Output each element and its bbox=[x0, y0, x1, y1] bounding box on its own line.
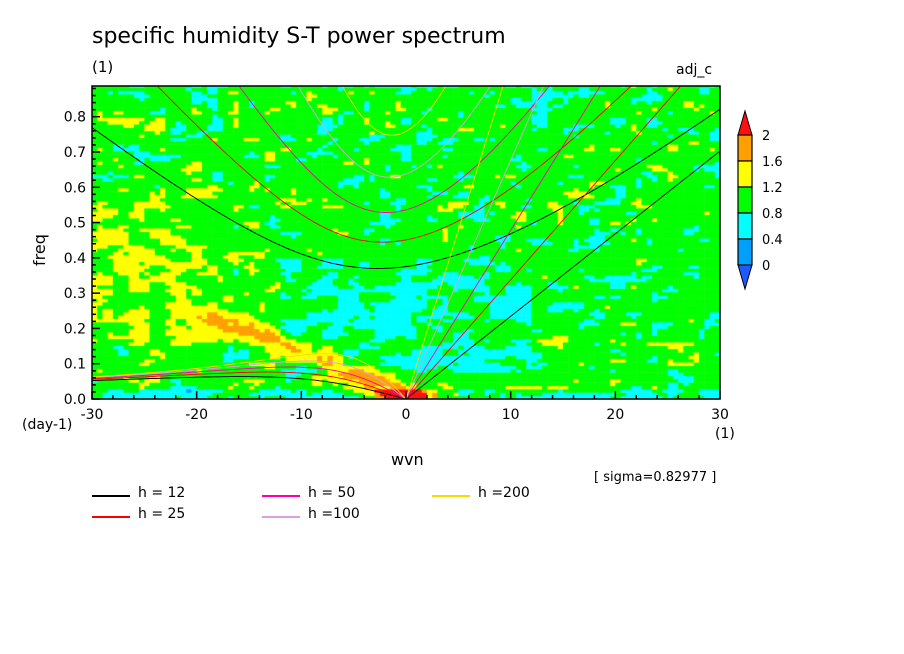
legend-line-h50 bbox=[262, 495, 300, 497]
y-axis-label: freq bbox=[30, 234, 49, 266]
y-tick-label: 0.3 bbox=[64, 286, 86, 302]
colorbar-label: 1.2 bbox=[762, 181, 783, 196]
x-tick-label: 10 bbox=[502, 407, 520, 423]
er-curve-h100 bbox=[92, 360, 407, 399]
colorbar-label: 0 bbox=[762, 259, 770, 274]
ig-curve-h12 bbox=[92, 108, 720, 269]
colorbar-label: 2 bbox=[762, 129, 770, 144]
ig-curve-h50 bbox=[238, 86, 550, 213]
y-tick-label: 0.7 bbox=[64, 145, 86, 161]
colorbar-max-triangle bbox=[737, 109, 753, 136]
ig-curve-h200 bbox=[341, 86, 447, 136]
colorbar-segment bbox=[737, 212, 753, 240]
kelvin-line-h25 bbox=[405, 86, 682, 399]
power-spectrum-field bbox=[92, 86, 720, 399]
kelvin-line-h12 bbox=[405, 150, 720, 399]
y-tick-label: 0.4 bbox=[64, 251, 86, 267]
colorbar-min-triangle bbox=[737, 264, 753, 291]
legend-label-h25: h = 25 bbox=[138, 506, 186, 522]
er-curve-h200 bbox=[92, 353, 407, 399]
kelvin-line-h100 bbox=[405, 86, 544, 399]
x-tick-label: -10 bbox=[290, 407, 313, 423]
colorbar-label: 0.8 bbox=[762, 207, 783, 222]
colorbar-label: 1.6 bbox=[762, 155, 783, 170]
x-tick-label: -20 bbox=[185, 407, 208, 423]
x-tick-label: -30 bbox=[81, 407, 104, 423]
chart-title: specific humidity S-T power spectrum bbox=[92, 24, 506, 49]
y-tick-label: 0.0 bbox=[64, 392, 86, 408]
chart-subtitle: (1) bbox=[92, 58, 114, 76]
y-tick-label: 0.8 bbox=[64, 110, 86, 126]
legend-label-h200: h =200 bbox=[478, 485, 530, 501]
legend-line-h25 bbox=[92, 516, 130, 518]
experiment-label: adj_c bbox=[676, 62, 713, 78]
x-axis-label: wvn bbox=[391, 450, 424, 469]
legend-line-h100 bbox=[262, 516, 300, 518]
kelvin-line-h200 bbox=[405, 86, 504, 399]
colorbar-segment bbox=[737, 186, 753, 214]
legend-line-h12 bbox=[92, 495, 130, 497]
ig-curve-h25 bbox=[156, 86, 632, 243]
kelvin-line-h50 bbox=[405, 86, 601, 399]
y-tick-label: 0.1 bbox=[64, 357, 86, 373]
dispersion-curves bbox=[92, 86, 720, 399]
legend-label-h100: h =100 bbox=[308, 506, 360, 522]
sigma-text: [ sigma=0.82977 ] bbox=[594, 470, 717, 485]
legend-line-h200 bbox=[432, 495, 470, 497]
er-curve-h12 bbox=[92, 376, 407, 399]
colorbar-segment bbox=[737, 134, 753, 162]
er-curve-h50 bbox=[92, 366, 407, 399]
x-axis-units: (1) bbox=[715, 426, 735, 442]
colorbar-segment bbox=[737, 238, 753, 266]
y-tick-label: 0.6 bbox=[64, 180, 86, 196]
plot-frame bbox=[91, 85, 721, 400]
y-axis-units: (day-1) bbox=[22, 417, 73, 433]
x-tick-label: 0 bbox=[402, 407, 411, 423]
legend-label-h12: h = 12 bbox=[138, 485, 186, 501]
y-tick-label: 0.5 bbox=[64, 216, 86, 232]
colorbar-segment bbox=[737, 160, 753, 188]
ig-curve-h100 bbox=[297, 86, 491, 178]
legend-label-h50: h = 50 bbox=[308, 485, 356, 501]
x-tick-label: 30 bbox=[711, 407, 729, 423]
colorbar-label: 0.4 bbox=[762, 233, 783, 248]
y-tick-label: 0.2 bbox=[64, 321, 86, 337]
x-tick-label: 20 bbox=[606, 407, 624, 423]
er-curve-h25 bbox=[92, 371, 407, 399]
